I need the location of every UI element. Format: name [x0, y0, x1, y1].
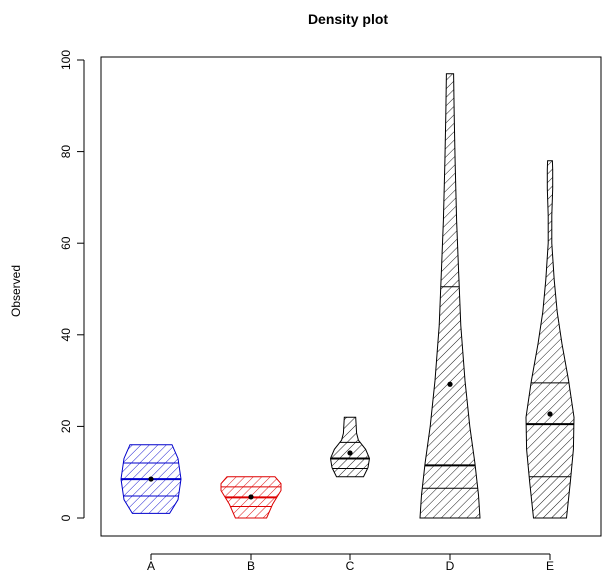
violin-shape: [419, 73, 481, 519]
plot-frame: [100, 56, 602, 537]
mean-point: [447, 381, 453, 387]
violins: [120, 73, 575, 519]
x-tick-label: E: [546, 559, 554, 571]
mean-point: [248, 494, 254, 500]
violin-c: [329, 416, 371, 478]
y-tick-label: 80: [59, 145, 73, 159]
x-tick-label: C: [346, 559, 355, 571]
y-tick-label: 0: [59, 514, 73, 521]
x-tick-label: B: [247, 559, 255, 571]
y-axis: 0 20 40 60 80 100: [59, 50, 85, 521]
mean-point: [347, 450, 353, 456]
violin-e: [525, 160, 575, 519]
mean-point: [547, 411, 553, 417]
violin-shape: [329, 416, 371, 478]
violin-a: [120, 444, 182, 514]
mean-point: [148, 476, 154, 482]
y-tick-label: 20: [59, 419, 73, 433]
y-tick-label: 100: [59, 50, 73, 70]
violin-shape: [525, 160, 575, 519]
chart-title: Density plot: [308, 11, 388, 27]
x-axis: A B C D E: [147, 553, 554, 573]
y-axis-label: Observed: [9, 265, 23, 317]
x-tick-label: D: [446, 559, 455, 571]
y-tick-label: 60: [59, 236, 73, 250]
violin-b: [220, 476, 282, 519]
x-tick-label: A: [147, 559, 155, 571]
violin-d: [419, 73, 481, 519]
y-tick-label: 40: [59, 328, 73, 342]
